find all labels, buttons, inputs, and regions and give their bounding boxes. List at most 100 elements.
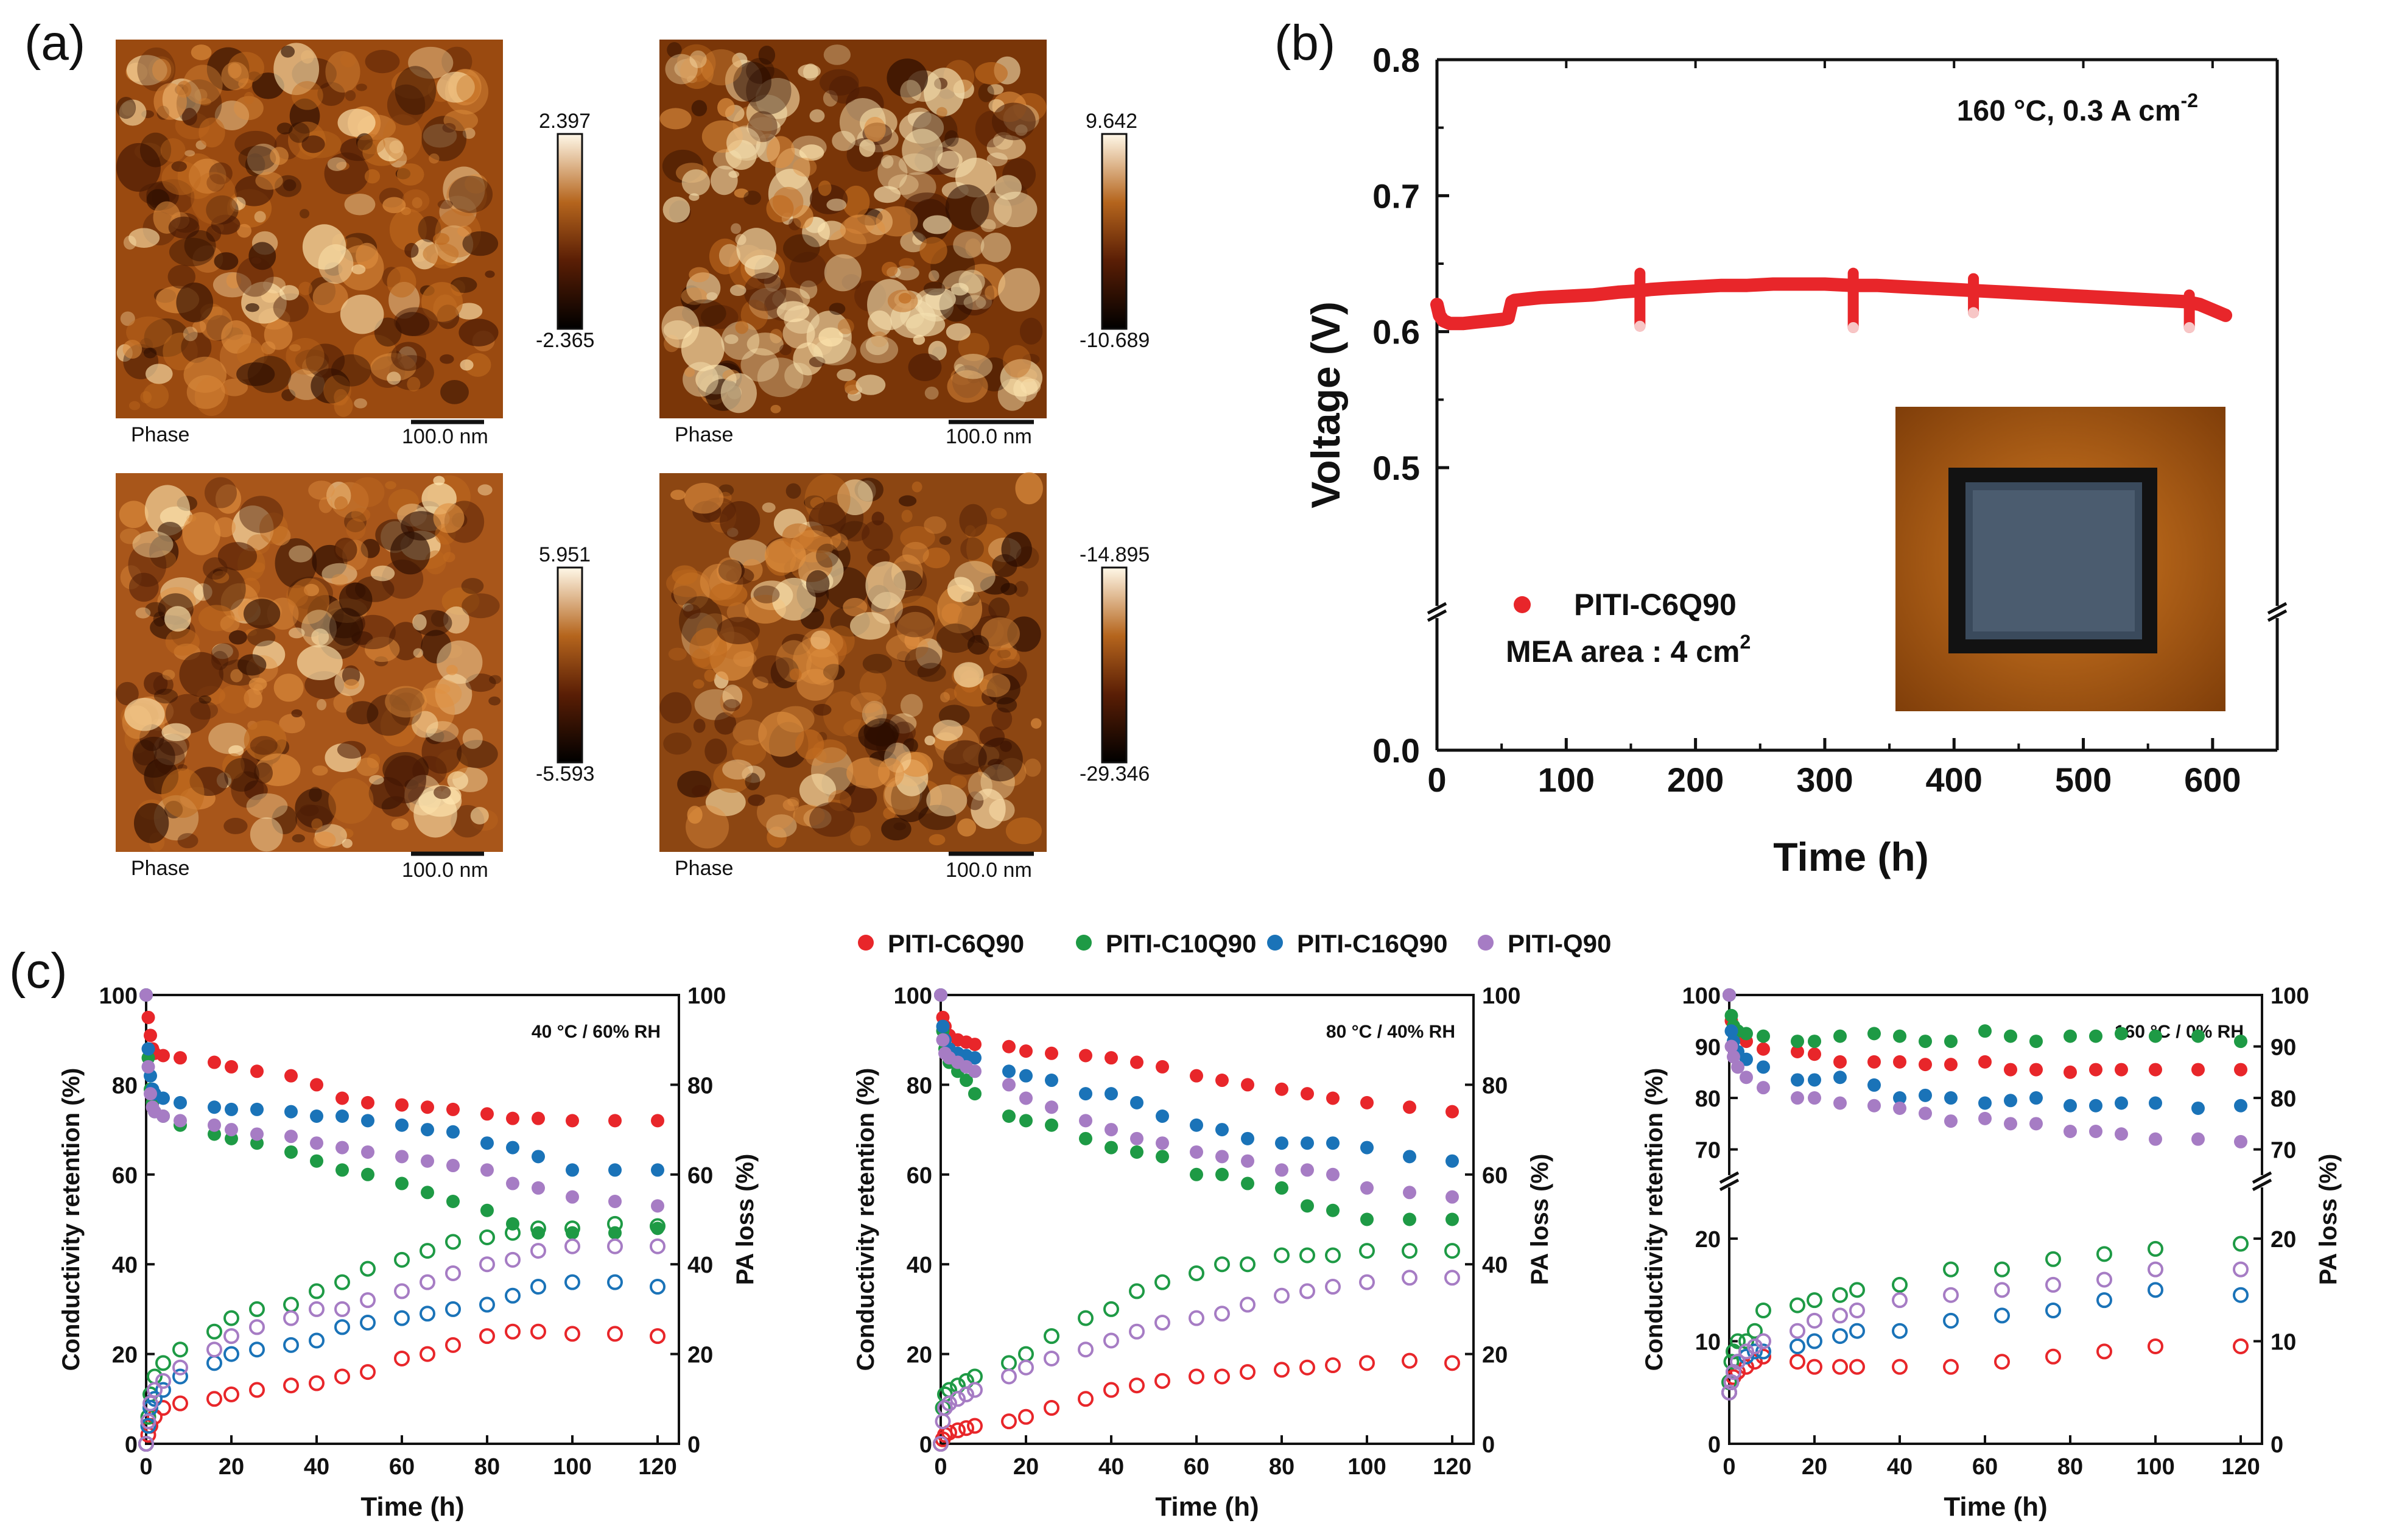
loss-point <box>650 1218 666 1234</box>
afm-blob <box>689 628 728 670</box>
afm-blob <box>865 336 889 356</box>
afm-blob <box>720 373 757 413</box>
loss-point <box>1325 1247 1341 1264</box>
afm-blob <box>460 359 474 371</box>
afm-blob <box>924 386 939 400</box>
loss-point <box>206 1391 222 1407</box>
loss-point <box>1994 1307 2010 1324</box>
afm-blob <box>334 496 348 512</box>
afm-blob <box>244 780 268 800</box>
afm-blob <box>455 303 483 320</box>
afm-blob <box>826 625 855 656</box>
afm-blob <box>753 676 768 689</box>
afm-blob <box>241 281 287 324</box>
retention-point <box>174 1114 187 1128</box>
afm-blob <box>289 545 313 563</box>
afm-blob <box>314 831 336 849</box>
afm-blob <box>789 218 801 231</box>
afm-blob <box>864 723 896 761</box>
afm-blob <box>407 376 421 392</box>
loss-point <box>360 1260 376 1277</box>
retention-point <box>1808 1047 1821 1061</box>
afm-blob <box>793 804 825 827</box>
x-tick-label: 120 <box>1433 1454 1471 1480</box>
loss-point <box>1274 1247 1290 1264</box>
afm-blob <box>437 640 483 684</box>
axis-break-right-slash <box>2267 609 2288 622</box>
afm-blob <box>301 135 325 153</box>
afm-blob <box>823 44 851 65</box>
data-point <box>1922 283 1934 294</box>
afm-blob <box>222 753 245 779</box>
afm-blob <box>691 784 710 797</box>
afm-blob <box>198 695 212 704</box>
loss-point <box>394 1283 410 1299</box>
afm-blob <box>687 806 703 824</box>
y-axis-title-right: PA loss (%) <box>1526 1154 1553 1285</box>
y-tick-label: 0 <box>919 1432 932 1458</box>
afm-blob <box>337 740 367 759</box>
retention-point <box>1019 1114 1033 1128</box>
afm-blob <box>140 391 152 404</box>
retention-point <box>2089 1099 2102 1113</box>
afm-blob <box>877 155 908 190</box>
afm-blob <box>980 233 1011 262</box>
afm-blob <box>826 199 847 211</box>
y-tick-label-right: 60 <box>687 1163 713 1189</box>
y-tick-label: 80 <box>1695 1086 1721 1112</box>
afm-blob <box>720 501 760 541</box>
loss-point <box>1807 1292 1822 1309</box>
loss-point <box>1103 1332 1119 1349</box>
loss-point <box>1240 1256 1256 1273</box>
afm-blob <box>144 672 168 695</box>
afm-blob <box>365 636 400 663</box>
afm-blob <box>181 331 212 363</box>
retention-point <box>1978 1096 1992 1110</box>
afm-blob <box>978 737 1023 782</box>
afm-blob <box>933 720 963 741</box>
colorbar-max-label: 9.642 <box>1086 110 1137 133</box>
afm-blob <box>1000 359 1043 397</box>
loss-point <box>147 1391 163 1407</box>
afm-blob <box>465 673 496 692</box>
axis-break-right-gap <box>2267 606 2287 618</box>
retention-point <box>1723 988 1736 1002</box>
afm-blob <box>832 130 855 151</box>
afm-blob <box>944 130 959 147</box>
loss-point <box>334 1274 350 1290</box>
afm-blob <box>844 214 875 234</box>
axis-break-left-slash <box>1719 1171 1740 1184</box>
y-tick-label-right: 0 <box>2271 1432 2283 1458</box>
afm-blob <box>312 765 328 776</box>
loss-point <box>1359 1355 1375 1371</box>
loss-point <box>2233 1338 2249 1354</box>
loss-point <box>334 1319 350 1335</box>
afm-blob <box>421 116 467 161</box>
afm-blob <box>164 606 191 632</box>
series-PITI-C16Q90 <box>1721 988 2249 1401</box>
spike-point <box>1847 322 1859 333</box>
afm-blob <box>194 376 228 417</box>
retention-point <box>2064 1099 2077 1113</box>
colorbar-min-label: -10.689 <box>1080 329 1150 352</box>
afm-blob <box>184 230 216 262</box>
loss-point <box>1274 1362 1290 1378</box>
retention-point <box>2149 1132 2162 1146</box>
afm-blob <box>980 219 996 233</box>
afm-blob <box>244 688 262 708</box>
afm-blob <box>393 307 438 337</box>
afm-blob <box>684 367 695 378</box>
afm-blob <box>183 65 223 105</box>
retention-point <box>1867 1099 1881 1113</box>
retention-point <box>174 1051 187 1065</box>
loss-point <box>1359 1274 1375 1290</box>
afm-blob <box>989 798 1015 821</box>
afm-blob <box>710 165 738 195</box>
legend-label: PITI-Q90 <box>1508 929 1611 958</box>
afm-blob <box>250 562 265 573</box>
afm-blob <box>862 653 892 673</box>
data-point <box>1716 280 1727 291</box>
loss-point <box>967 1382 983 1398</box>
retention-point <box>1757 1029 1770 1043</box>
afm-blob <box>133 803 169 843</box>
